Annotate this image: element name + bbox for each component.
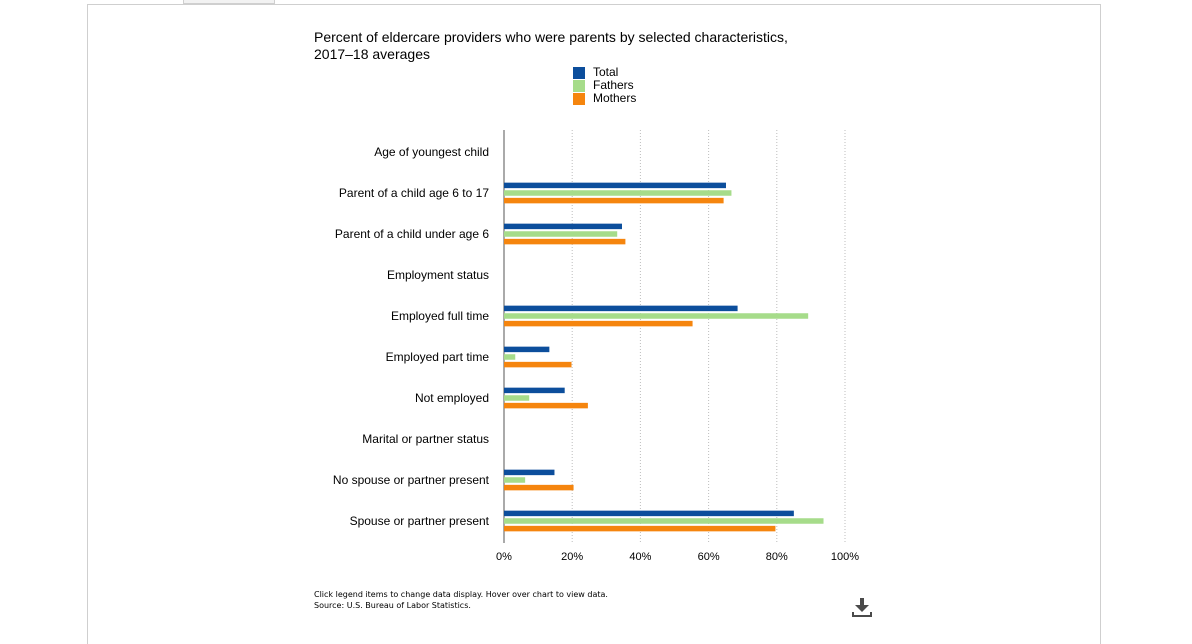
download-icon-glyph	[852, 598, 872, 617]
category-label: Employment status	[387, 268, 489, 282]
footnote-source: Source: U.S. Bureau of Labor Statistics.	[314, 601, 471, 610]
bar-fathers[interactable]	[504, 313, 809, 319]
category-label: Employed part time	[386, 350, 490, 364]
bar-total[interactable]	[504, 305, 738, 312]
chart-title-line-1: Percent of eldercare providers who were …	[314, 29, 788, 45]
bar-total[interactable]	[504, 469, 555, 476]
category-label: Age of youngest child	[374, 145, 489, 159]
bar-mothers[interactable]	[504, 238, 626, 245]
bar-total[interactable]	[504, 510, 794, 517]
footnote: Click legend items to change data displa…	[314, 589, 608, 611]
bar-mothers[interactable]	[504, 361, 572, 368]
footnote-instructions: Click legend items to change data displa…	[314, 590, 608, 599]
bar-total[interactable]	[504, 223, 622, 230]
category-label: Spouse or partner present	[350, 514, 490, 528]
legend-label-mothers: Mothers	[593, 91, 637, 105]
category-label: No spouse or partner present	[333, 473, 490, 487]
legend-swatch-mothers	[573, 92, 585, 105]
bar-mothers[interactable]	[504, 525, 776, 532]
bar-fathers[interactable]	[504, 518, 824, 524]
legend-item-fathers[interactable]: Fathers	[573, 79, 636, 92]
category-label: Marital or partner status	[362, 432, 489, 446]
bar-fathers[interactable]	[504, 190, 732, 196]
chart-title-line-2: 2017–18 averages	[314, 46, 430, 62]
legend-label-total: Total	[593, 65, 619, 79]
x-tick-label: 0%	[496, 551, 512, 563]
legend-swatch-fathers	[573, 79, 585, 92]
legend-swatch-total	[573, 66, 585, 79]
legend: Total Fathers Mothers	[573, 66, 636, 105]
category-label: Employed full time	[391, 309, 489, 323]
bar-fathers[interactable]	[504, 231, 618, 237]
bar-mothers[interactable]	[504, 484, 574, 491]
bar-mothers[interactable]	[504, 402, 588, 409]
category-label: Not employed	[415, 391, 489, 405]
legend-label-fathers: Fathers	[593, 78, 634, 92]
bar-total[interactable]	[504, 387, 565, 394]
chart-panel	[87, 4, 1101, 644]
category-label: Parent of a child age 6 to 17	[339, 186, 489, 200]
legend-item-total[interactable]: Total	[573, 66, 636, 79]
legend-item-mothers[interactable]: Mothers	[573, 92, 636, 105]
x-tick-label: 100%	[831, 551, 859, 563]
x-tick-label: 40%	[629, 551, 651, 563]
bar-chart[interactable]: Age of youngest child Parent of a child a…	[0, 0, 1192, 620]
bar-mothers[interactable]	[504, 320, 693, 327]
bar-mothers[interactable]	[504, 197, 724, 204]
bar-total[interactable]	[504, 346, 550, 353]
category-label: Parent of a child under age 6	[335, 227, 489, 241]
tab-stub[interactable]	[183, 0, 275, 4]
bar-fathers[interactable]	[504, 354, 516, 360]
bar-total[interactable]	[504, 182, 726, 189]
chart-title: Percent of eldercare providers who were …	[314, 29, 834, 63]
x-tick-label: 20%	[561, 551, 583, 563]
bar-fathers[interactable]	[504, 395, 530, 401]
x-tick-label: 60%	[698, 551, 720, 563]
x-tick-label: 80%	[766, 551, 788, 563]
bar-fathers[interactable]	[504, 477, 526, 483]
download-icon[interactable]	[850, 594, 874, 618]
